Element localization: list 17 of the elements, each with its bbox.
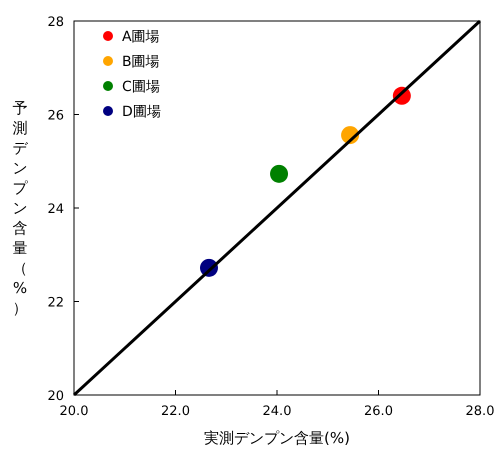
y-tick-label: 24 (47, 202, 64, 217)
x-tick-label: 22.0 (161, 404, 190, 419)
x-tick-label: 28.0 (466, 404, 494, 419)
y-tick-label: 26 (47, 108, 64, 124)
x-tick-label: 26.0 (364, 404, 393, 419)
legend-label: C圃場 (122, 79, 160, 95)
point (270, 164, 288, 183)
x-tick-label: 20.0 (60, 404, 88, 419)
x-axis-title: 実測デンプン含量(%) (204, 429, 350, 447)
legend-label: D圃場 (122, 104, 161, 120)
text: 予測デンプン含量（%） (12, 99, 28, 317)
legend-label: B圃場 (122, 54, 160, 70)
y-tick-label: 20 (47, 389, 64, 404)
legend-label: A圃場 (122, 29, 160, 45)
y-tick-label: 28 (47, 15, 64, 30)
y-tick-label: 22 (47, 296, 64, 310)
x-tick-label: 24.0 (262, 404, 292, 419)
